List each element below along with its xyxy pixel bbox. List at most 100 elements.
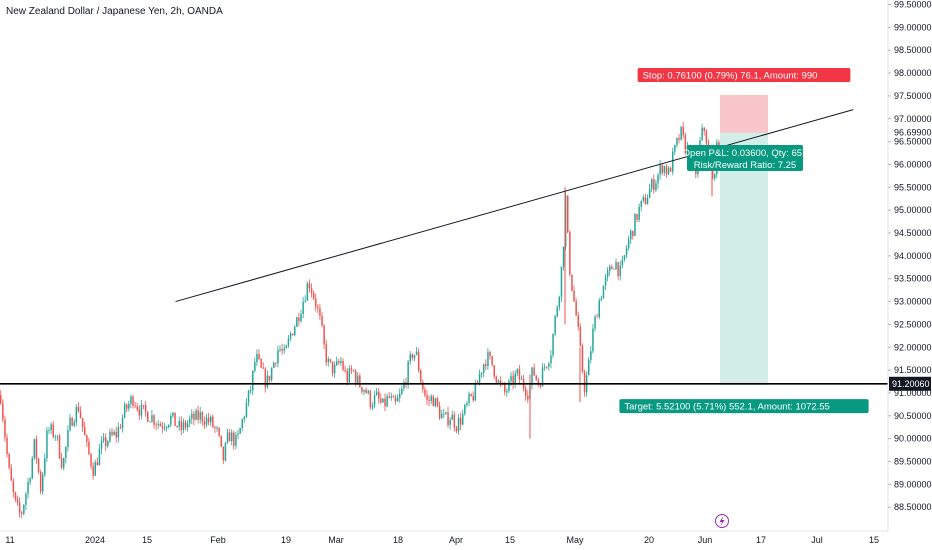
candle-body [237, 433, 239, 436]
y-tick-label: 89.50000 [894, 457, 932, 467]
candle-body [88, 441, 90, 454]
y-tick-label: 99.00000 [894, 22, 932, 32]
candle-body [640, 200, 642, 207]
candle-body [403, 382, 405, 389]
candle-body [646, 197, 649, 205]
candle-body [611, 266, 613, 270]
candle-body [386, 396, 388, 407]
candle-body [682, 126, 684, 136]
candle-body [268, 375, 271, 381]
y-tick-label: 91.00000 [894, 388, 932, 398]
candle-body [533, 367, 535, 376]
candle-body [153, 415, 155, 425]
candle-body [432, 396, 435, 407]
candle-body [390, 396, 393, 398]
candle-body [31, 458, 33, 479]
candle-body [312, 292, 315, 299]
candle-body [21, 512, 23, 514]
candle-body [287, 338, 290, 346]
x-tick-label: 15 [142, 535, 152, 545]
candle-body [256, 353, 258, 363]
candle-body [491, 355, 493, 366]
candle-body [121, 417, 124, 429]
candle-body [249, 390, 252, 392]
candle-body [438, 405, 441, 419]
candle-body [657, 174, 659, 184]
candle-body [285, 345, 288, 349]
candle-body [321, 315, 323, 326]
candle-body [556, 307, 558, 317]
candle-body [151, 415, 153, 422]
candle-body [130, 396, 132, 404]
candle-body [648, 188, 651, 198]
x-tick-label: Feb [210, 535, 226, 545]
candle-body [669, 167, 672, 172]
y-tick-label: 96.50000 [894, 137, 932, 147]
candle-body [606, 270, 609, 278]
candle-body [590, 351, 592, 360]
candle-body [562, 246, 565, 267]
candle-body [218, 427, 220, 436]
candle-body [329, 359, 332, 362]
candle-body [144, 405, 147, 412]
candle-body [459, 417, 462, 425]
candle-body [340, 360, 342, 363]
candle-body [86, 435, 88, 442]
candle-body [571, 274, 573, 291]
candle-body [310, 288, 313, 293]
candle-body [420, 370, 422, 383]
candle-body [520, 378, 523, 380]
candle-body [298, 317, 300, 322]
candles [0, 121, 720, 519]
candle-body [92, 466, 94, 476]
candle-body [222, 446, 225, 461]
candle-body [228, 432, 231, 442]
candle-body [665, 166, 668, 175]
candle-body [455, 427, 458, 432]
support-price-label: 91.20060 [892, 379, 930, 389]
candle-body [588, 359, 590, 376]
candle-body [323, 325, 325, 345]
candle-body [170, 415, 172, 425]
x-tick-label: 15 [869, 535, 879, 545]
candle-body [424, 389, 426, 396]
candle-body [119, 427, 122, 429]
candle-body [632, 230, 634, 236]
y-tick-label: 91.50000 [894, 365, 932, 375]
candle-body [535, 375, 537, 380]
candle-body [615, 262, 617, 269]
candle-body [378, 391, 380, 399]
candle-body [581, 345, 584, 372]
y-tick-label: 95.50000 [894, 182, 932, 192]
candle-body [661, 165, 663, 173]
candle-body [56, 435, 59, 437]
candle-body [609, 266, 611, 271]
candle-body [359, 375, 361, 388]
candle-body [531, 367, 533, 386]
y-tick-label: 98.50000 [894, 45, 932, 55]
candle-body [102, 437, 105, 441]
candle-body [470, 393, 472, 396]
candle-body [510, 375, 512, 381]
candle-body [296, 317, 298, 327]
x-tick-label: Apr [449, 535, 463, 545]
candle-body [441, 413, 443, 419]
candle-body [100, 440, 103, 450]
candle-body [644, 197, 647, 205]
pnl-box [687, 145, 803, 171]
candle-body [354, 370, 357, 383]
candle-body [552, 334, 554, 356]
candle-body [60, 458, 63, 468]
candle-body [275, 362, 277, 364]
trendline [175, 109, 854, 303]
candle-body [18, 502, 21, 513]
candle-body [174, 412, 176, 426]
rr-label: Risk/Reward Ratio: 7.25 [694, 160, 796, 171]
candle-body [142, 404, 145, 406]
candle-body [375, 391, 378, 396]
candle-body [457, 417, 460, 432]
candle-body [546, 366, 548, 368]
candle-body [684, 135, 687, 154]
candle-body [443, 413, 445, 415]
